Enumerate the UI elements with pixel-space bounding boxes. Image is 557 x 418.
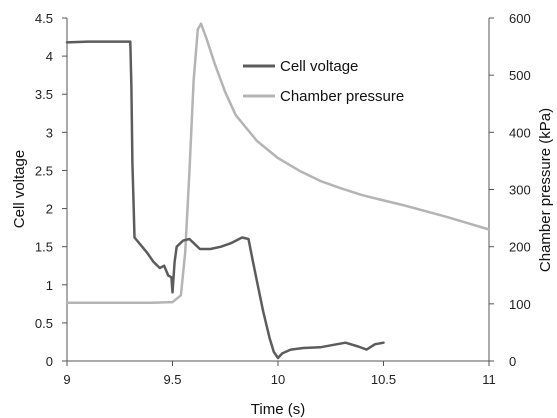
legend: Cell voltage Chamber pressure bbox=[243, 58, 404, 105]
series-line-chamber-pressure bbox=[65, 22, 491, 304]
series-line-cell-voltage bbox=[65, 40, 385, 360]
x-tick-label: 9 bbox=[63, 372, 70, 387]
series-lines bbox=[65, 22, 491, 360]
left-y-tick-label: 3.5 bbox=[35, 87, 53, 102]
right-y-tick-label: 200 bbox=[509, 240, 531, 255]
right-y-tick-label: 400 bbox=[509, 125, 531, 140]
legend-label-cell-voltage: Cell voltage bbox=[280, 58, 358, 75]
right-y-tick-label: 100 bbox=[509, 297, 531, 312]
right-y-axis-title: Chamber pressure (kPa) bbox=[537, 108, 554, 272]
left-y-axis-title: Cell voltage bbox=[11, 150, 28, 228]
tick-labels: 9 9.5 10 10.5 11 0 0.5 1 1.5 2 2.5 3 3.5 4 4.5 0 100 200 3… bbox=[35, 11, 531, 387]
left-y-tick-label: 0 bbox=[46, 354, 53, 369]
right-y-tick-label: 0 bbox=[509, 354, 516, 369]
left-y-tick-label: 3 bbox=[46, 125, 53, 140]
left-y-tick-label: 4 bbox=[46, 49, 53, 64]
left-y-tick-label: 0.5 bbox=[35, 316, 53, 331]
x-axis-title: Time (s) bbox=[251, 401, 305, 418]
x-tick-label: 10.5 bbox=[371, 372, 396, 387]
left-y-tick-label: 1 bbox=[46, 278, 53, 293]
legend-label-chamber-pressure: Chamber pressure bbox=[280, 88, 404, 105]
x-tick-label: 9.5 bbox=[163, 372, 181, 387]
left-y-tick-label: 4.5 bbox=[35, 11, 53, 26]
tick-marks bbox=[62, 17, 494, 366]
left-y-tick-label: 2 bbox=[46, 202, 53, 217]
x-tick-label: 10 bbox=[271, 372, 285, 387]
left-y-tick-label: 1.5 bbox=[35, 240, 53, 255]
left-y-tick-label: 2.5 bbox=[35, 163, 53, 178]
right-y-tick-label: 600 bbox=[509, 11, 531, 26]
right-y-tick-label: 300 bbox=[509, 183, 531, 198]
x-tick-label: 11 bbox=[482, 372, 496, 387]
right-y-tick-label: 500 bbox=[509, 68, 531, 83]
